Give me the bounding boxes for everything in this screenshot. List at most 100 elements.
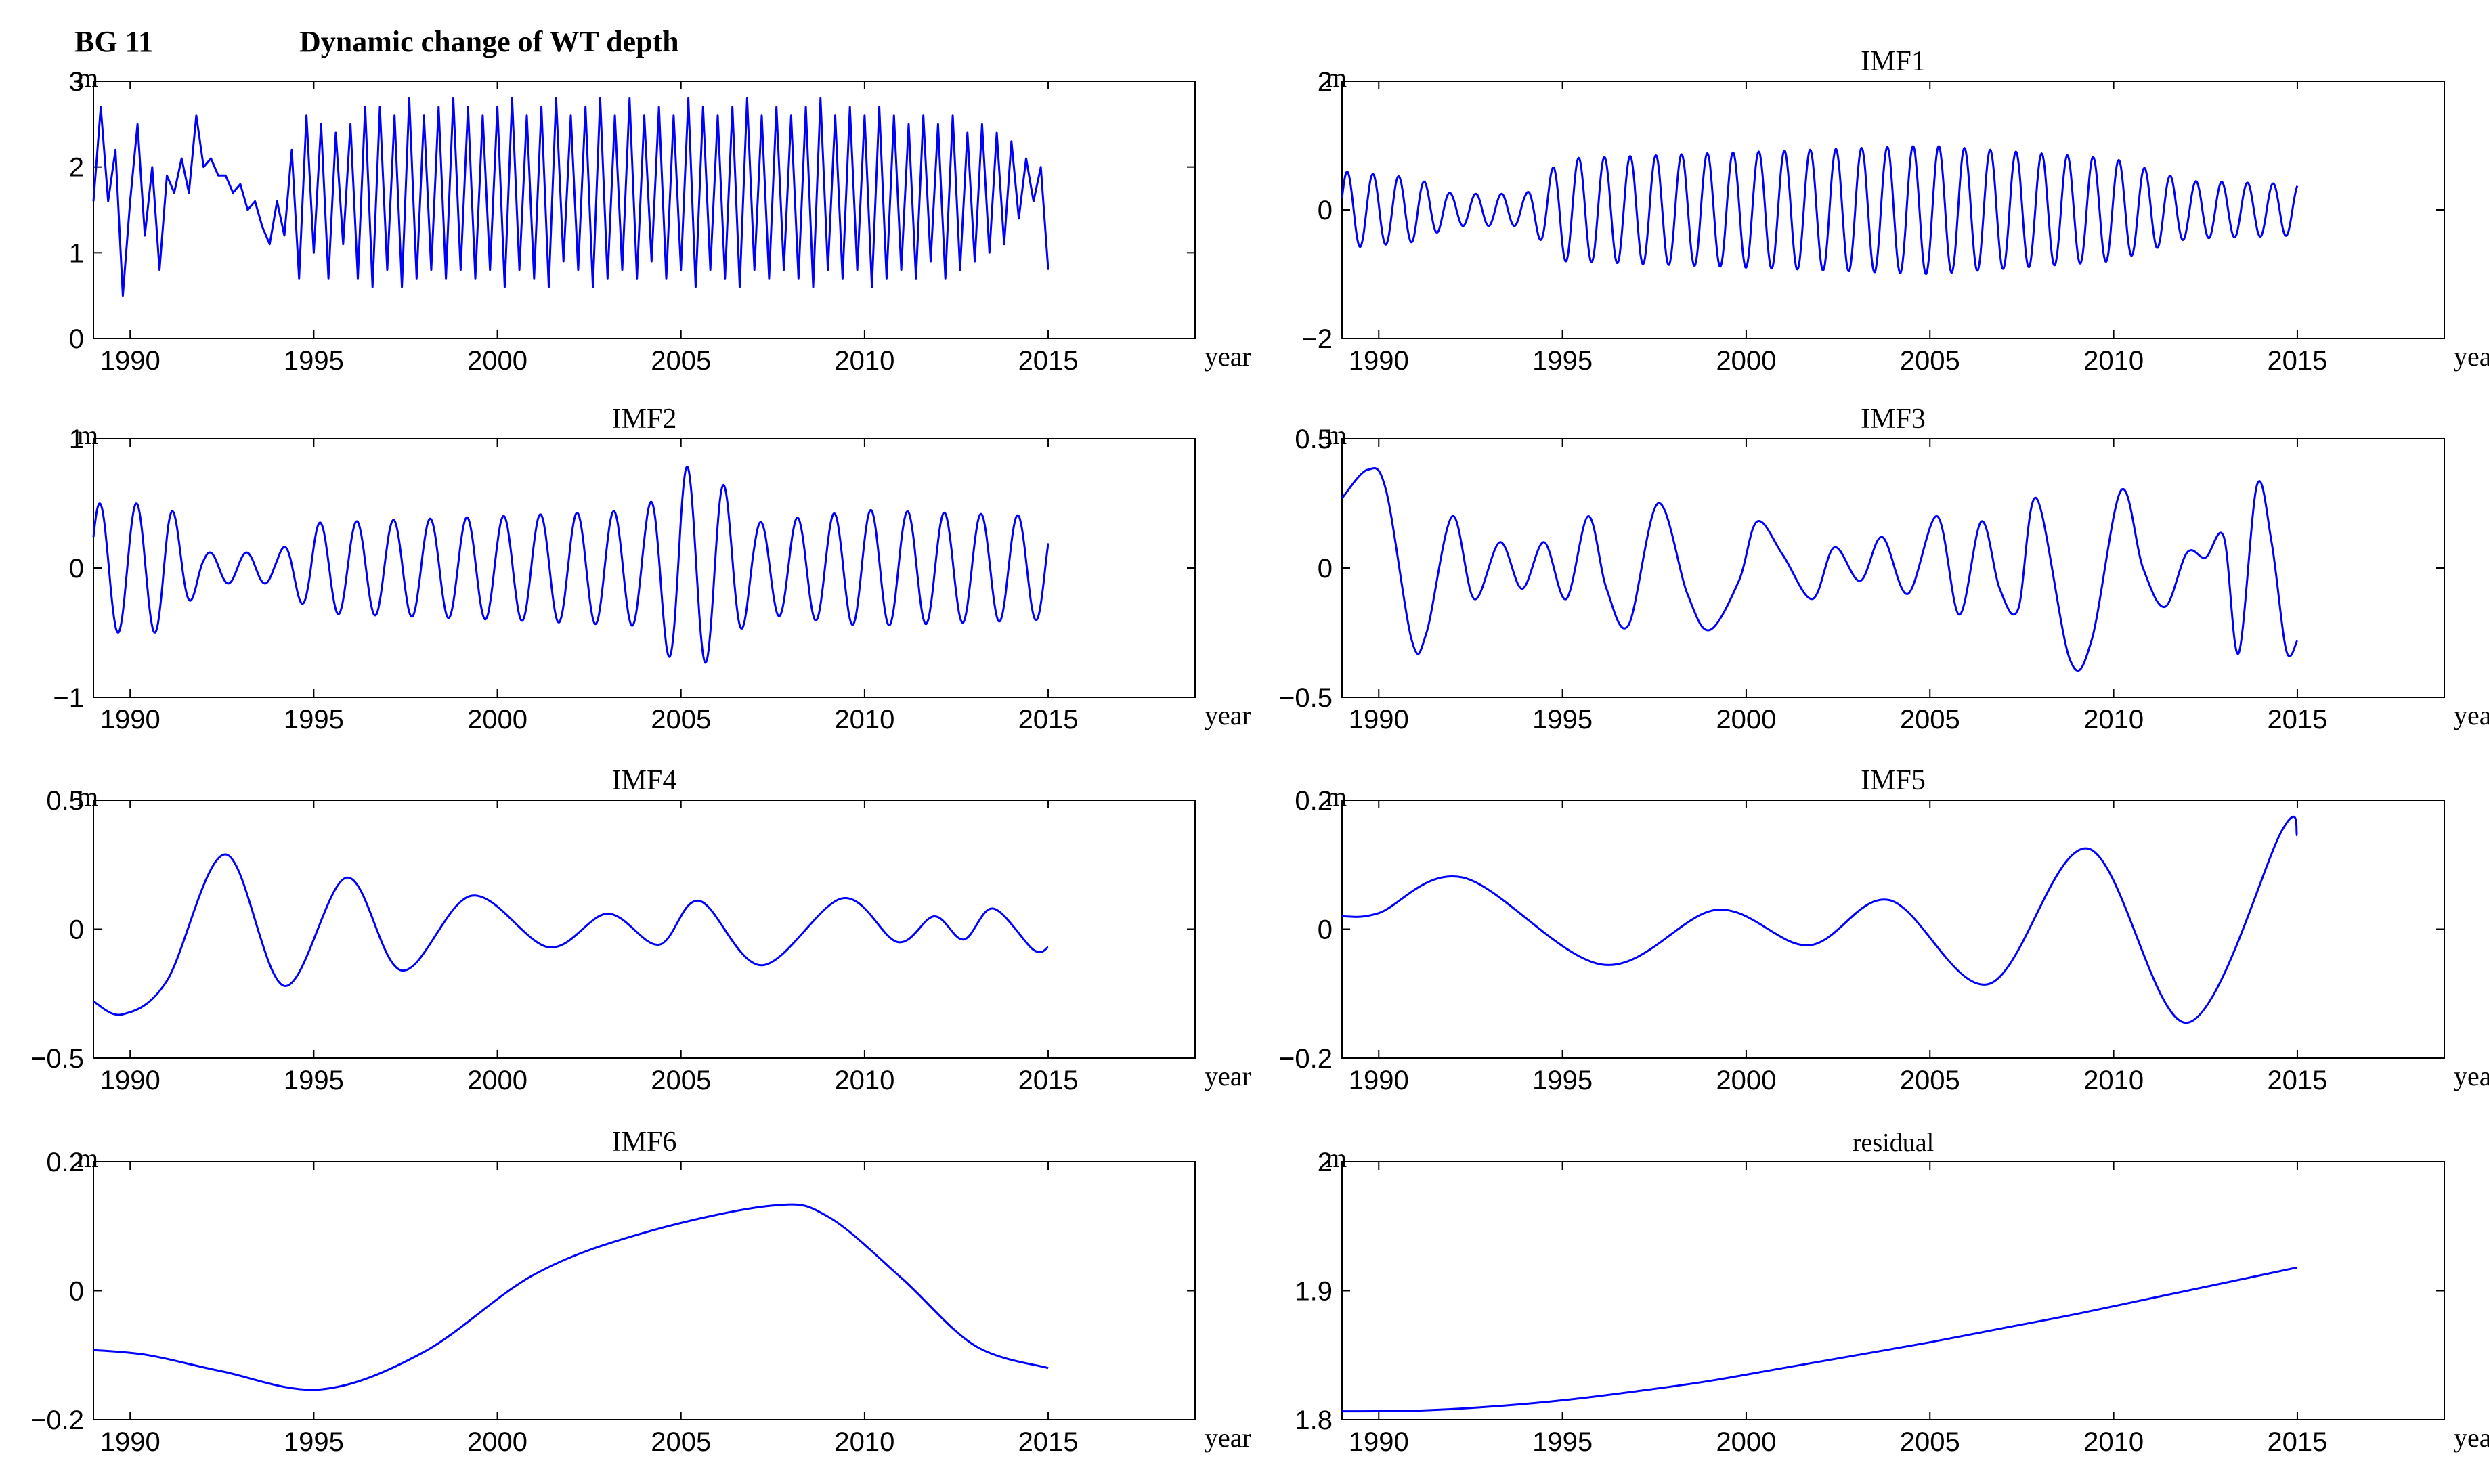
y-unit-label: m (77, 781, 98, 812)
x-tick-label: 2005 (1900, 1427, 1960, 1457)
x-tick-label: 1990 (1349, 346, 1409, 376)
x-tick-label: 2015 (1018, 705, 1079, 735)
x-axis-label: year (2454, 341, 2489, 372)
y-tick-label: 2 (1318, 1148, 1333, 1177)
y-tick-label: 0 (1318, 554, 1333, 584)
y-tick-label: 0 (1318, 915, 1333, 945)
x-tick-label: 2005 (651, 1066, 711, 1095)
x-tick-label: 1990 (100, 705, 160, 735)
x-tick-label: 1995 (1532, 1066, 1593, 1095)
x-tick-label: 2000 (467, 1427, 527, 1457)
panel-imf3: −0.5 0 0.5 1990 1995 2000 2005 2010 2015 year m IMF… (1279, 403, 2489, 735)
y-tick-label: 0.2 (1295, 786, 1333, 816)
y-unit-label: m (77, 420, 98, 450)
x-tick-label: 1995 (284, 346, 344, 376)
y-tick-label: 0.5 (46, 786, 84, 816)
x-tick-label: 2010 (2083, 1427, 2144, 1457)
x-tick-label: 2000 (467, 346, 527, 376)
x-tick-label: 1995 (284, 1066, 344, 1095)
x-tick-label: 2005 (1900, 1066, 1960, 1095)
y-tick-label: 2 (69, 153, 84, 183)
series-line-imf2 (92, 466, 1049, 664)
y-tick-label: 0.5 (1295, 424, 1333, 454)
y-tick-label: −0.2 (30, 1405, 84, 1435)
panel-imf4: −0.5 0 0.5 1990 1995 2000 2005 2010 2015 year m IMF… (30, 765, 1251, 1095)
y-unit-label: m (77, 1143, 98, 1173)
y-unit-label: m (1326, 420, 1347, 450)
y-tick-label: 0 (69, 1277, 84, 1307)
x-axis-label: year (2454, 1061, 2489, 1091)
x-tick-label: 1990 (1349, 1427, 1409, 1457)
y-tick-label: −2 (1301, 324, 1333, 354)
x-tick-label: 2000 (1716, 705, 1776, 735)
panel-title: IMF4 (612, 765, 677, 796)
x-tick-label: 2005 (651, 705, 711, 735)
x-tick-label: 1990 (100, 1427, 160, 1457)
x-tick-label: 2015 (2267, 1427, 2327, 1457)
y-tick-label: −0.5 (1279, 683, 1333, 713)
x-axis-label: year (1205, 1422, 1251, 1453)
y-tick-label: −0.5 (30, 1044, 84, 1074)
x-tick-label: 2000 (1716, 346, 1776, 376)
x-tick-label: 2005 (651, 346, 711, 376)
y-tick-label: −0.2 (1279, 1044, 1333, 1074)
x-tick-label: 2000 (1716, 1066, 1776, 1095)
x-tick-label: 2010 (2083, 346, 2144, 376)
x-tick-label: 1990 (100, 1066, 160, 1095)
x-tick-label: 2000 (467, 705, 527, 735)
x-tick-label: 2015 (2267, 705, 2327, 735)
x-tick-label: 1995 (1532, 705, 1593, 735)
y-tick-label: 0.2 (46, 1148, 84, 1177)
y-unit-label: m (1326, 62, 1347, 93)
panel-title: residual (1853, 1129, 1934, 1157)
panel-title: IMF1 (1861, 46, 1926, 77)
y-tick-label: 1 (69, 424, 84, 454)
x-tick-label: 1995 (284, 705, 344, 735)
x-tick-label: 2015 (2267, 1066, 2327, 1095)
x-tick-label: 2015 (1018, 1066, 1079, 1095)
series-line-imf1 (1341, 145, 2299, 275)
x-axis-label: year (1205, 341, 1251, 372)
panel-imf2: −1 0 1 1990 1995 2000 2005 2010 2015 year m IMF2 (53, 403, 1251, 735)
y-unit-label: m (1326, 781, 1347, 812)
panel-imf1: −2 0 2 1990 1995 2000 2005 2010 2015 year m IMF1 (1301, 46, 2489, 376)
y-tick-label: 3 (69, 67, 84, 97)
x-tick-label: 2005 (651, 1427, 711, 1457)
series-line-imf5 (1341, 815, 2299, 1024)
series-line-imf3 (1341, 467, 2299, 672)
panel-imf5: −0.2 0 0.2 1990 1995 2000 2005 2010 2015 year m IMF… (1279, 765, 2489, 1095)
x-tick-label: 2010 (834, 705, 894, 735)
panel-residual: 1.8 1.9 2 1990 1995 2000 2005 2010 2015 year m resi… (1295, 1129, 2489, 1457)
x-axis-label: year (2454, 700, 2489, 730)
series-line-residual (1341, 1266, 2298, 1413)
y-tick-label: 0 (69, 324, 84, 354)
x-tick-label: 2015 (2267, 346, 2327, 376)
x-axis-label: year (2454, 1422, 2489, 1453)
y-tick-label: 1.9 (1295, 1277, 1333, 1307)
y-tick-label: 2 (1318, 67, 1333, 97)
x-tick-label: 2010 (834, 1427, 894, 1457)
series-line-imf4 (93, 853, 1049, 1016)
y-tick-label: 0 (69, 554, 84, 584)
x-tick-label: 2015 (1018, 346, 1079, 376)
x-tick-label: 1995 (1532, 1427, 1593, 1457)
y-tick-label: 0 (1318, 196, 1333, 225)
x-axis-label: year (1205, 1061, 1251, 1091)
x-axis-label: year (1205, 700, 1251, 730)
panel-title: IMF3 (1861, 403, 1926, 435)
x-tick-label: 2000 (1716, 1427, 1776, 1457)
series-line-original (92, 97, 1049, 297)
panel-original: 0 1 2 3 1990 1995 2000 2005 2010 2015 year m (69, 62, 1251, 376)
panel-imf6: −0.2 0 0.2 1990 1995 2000 2005 2010 2015 year m IMF… (30, 1127, 1251, 1457)
x-tick-label: 2010 (2083, 705, 2144, 735)
x-tick-label: 1990 (1349, 705, 1409, 735)
y-unit-label: m (77, 62, 98, 93)
x-tick-label: 1990 (100, 346, 160, 376)
y-tick-label: 1.8 (1295, 1405, 1333, 1435)
series-line-imf6 (93, 1203, 1049, 1391)
x-tick-label: 2010 (834, 1066, 894, 1095)
x-tick-label: 2010 (2083, 1066, 2144, 1095)
x-tick-label: 1995 (1532, 346, 1593, 376)
